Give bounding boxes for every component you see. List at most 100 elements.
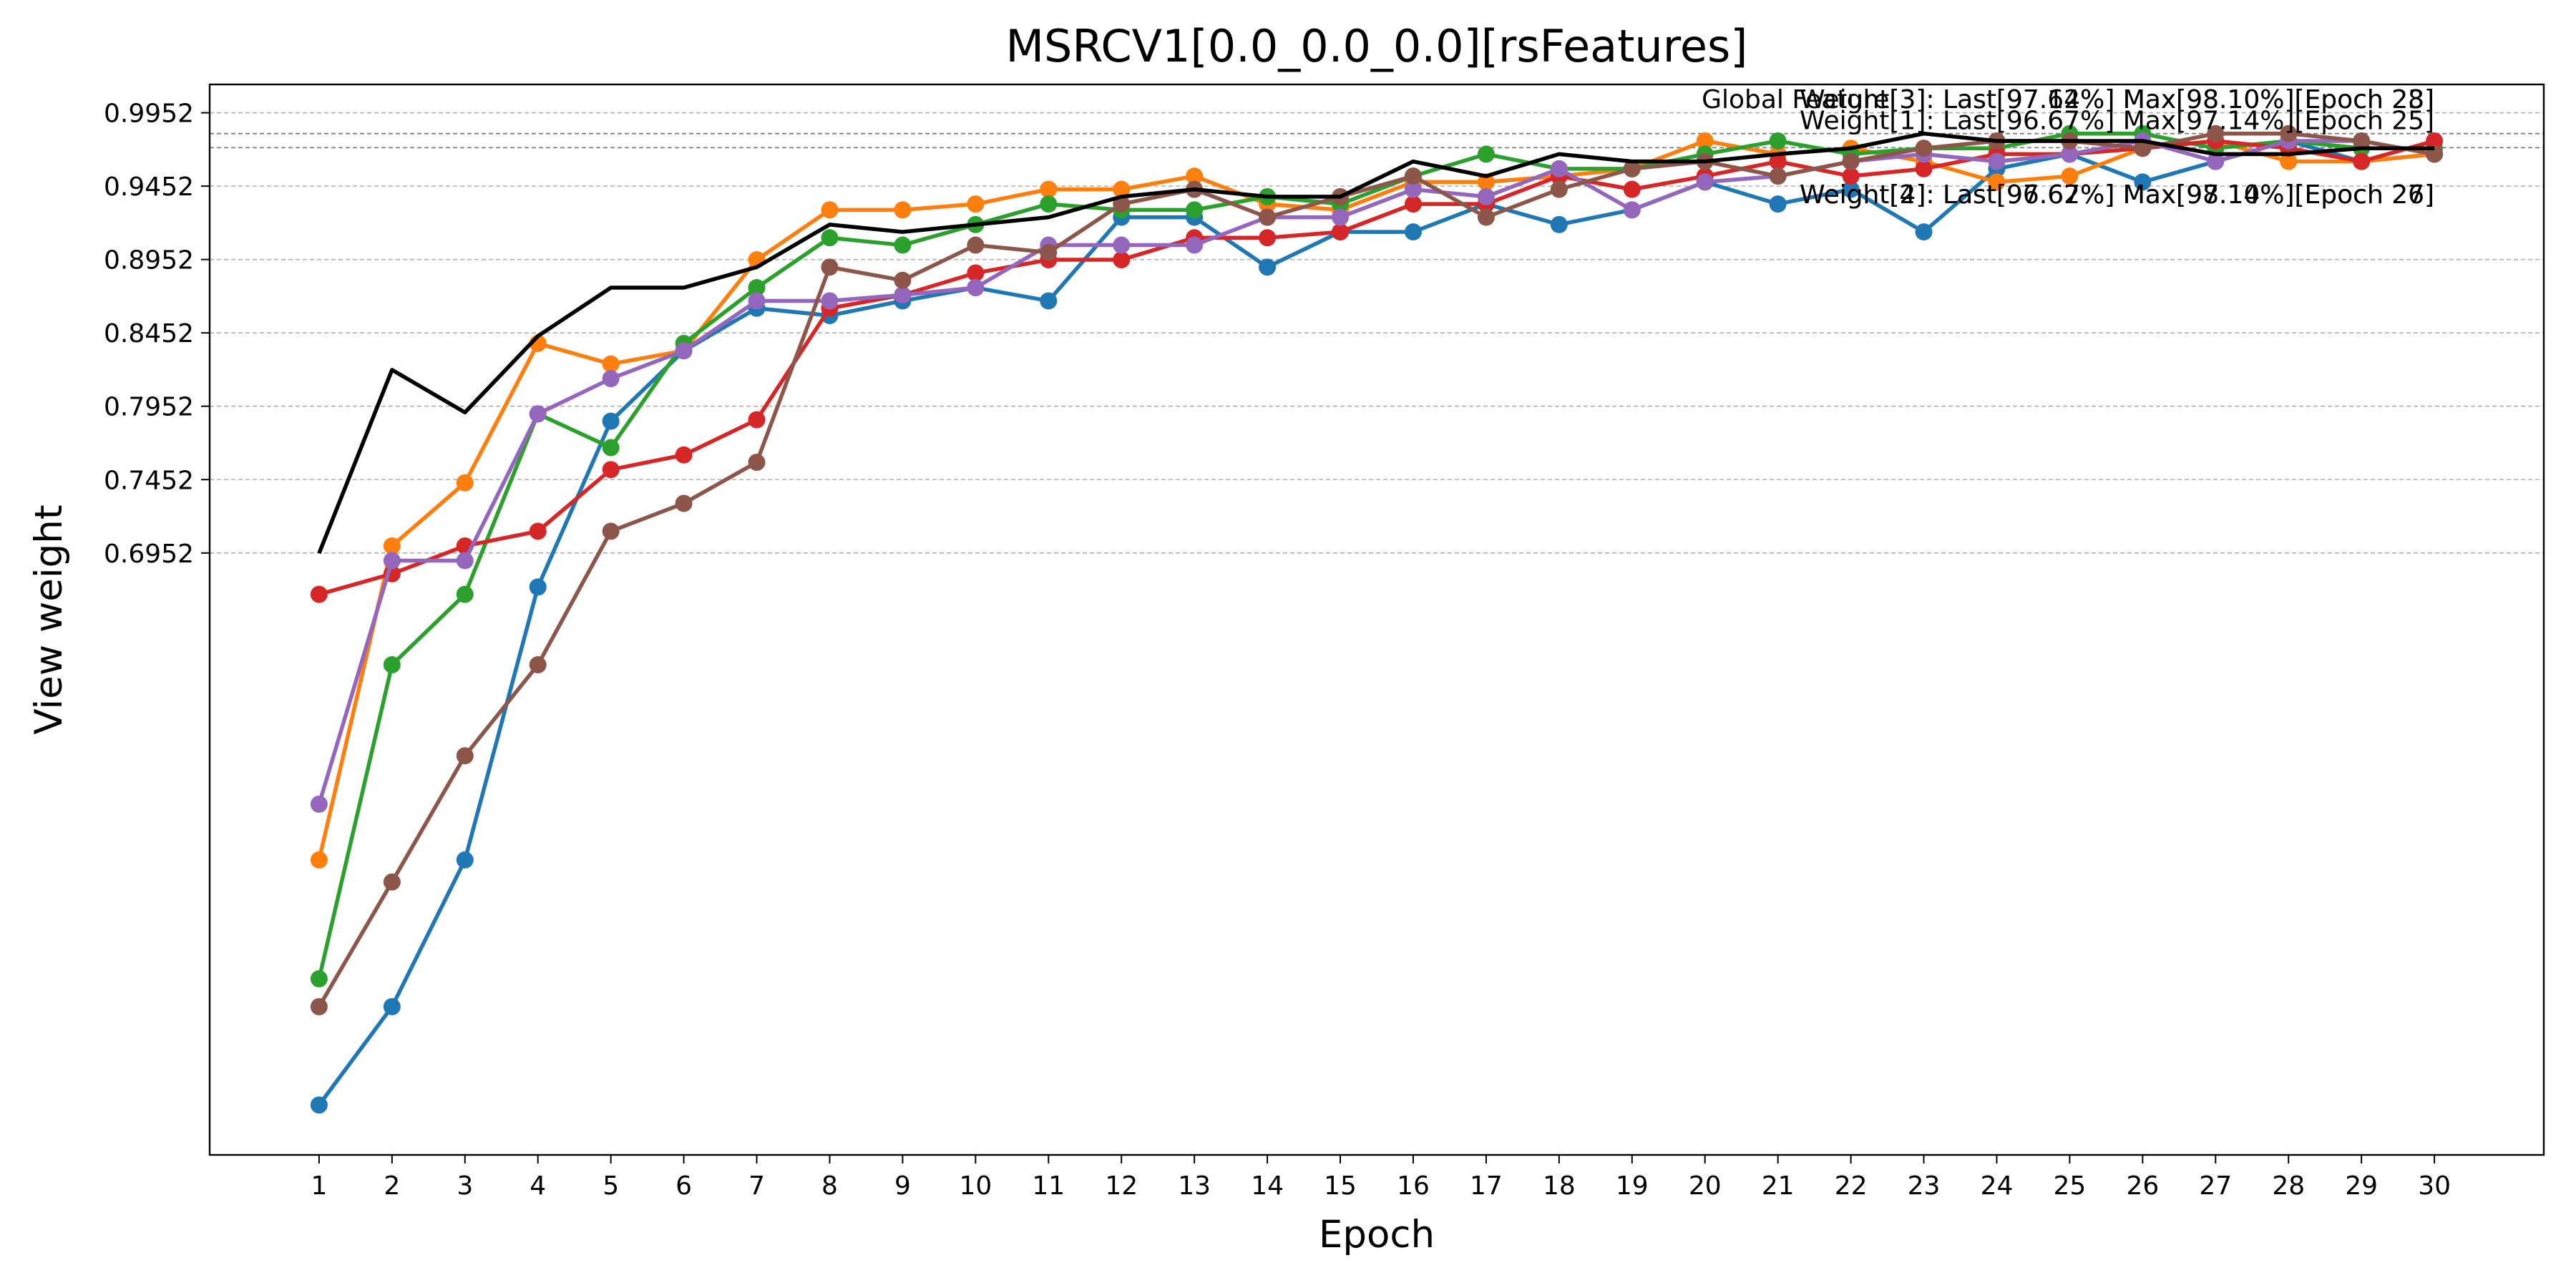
data-point — [1769, 152, 1787, 170]
data-point — [967, 279, 985, 297]
data-point — [1696, 173, 1714, 191]
data-point — [1186, 236, 1204, 254]
data-point — [310, 851, 328, 869]
data-point — [1040, 292, 1058, 310]
data-point — [2207, 125, 2225, 142]
series-2 — [310, 132, 2444, 869]
series-5 — [310, 132, 2444, 813]
chart-title: MSRCV1[0.0_0.0_0.0][rsFeatures] — [1006, 20, 1748, 72]
data-point — [602, 522, 620, 540]
x-tick-label: 21 — [1762, 1171, 1795, 1201]
x-tick-label: 6 — [675, 1171, 692, 1201]
series-line — [317, 131, 2435, 980]
data-point — [383, 552, 401, 570]
data-point — [1113, 251, 1131, 269]
x-tick-label: 16 — [1397, 1171, 1430, 1201]
data-point — [456, 585, 474, 603]
x-tick-label: 24 — [1981, 1171, 2014, 1201]
data-point — [1477, 145, 1495, 163]
x-tick-layer: 1 2 3 4 5 6 7 8 9 10 11 12 13 14 15 16 17 18 19 20 21 22 23 24 2… — [311, 1155, 2451, 1201]
data-point — [383, 537, 401, 555]
x-tick-label: 2 — [384, 1171, 400, 1201]
data-point — [1040, 180, 1058, 198]
data-point — [383, 873, 401, 891]
series-6 — [310, 125, 2444, 1015]
x-tick-label: 1 — [311, 1171, 327, 1201]
data-point — [1477, 208, 1495, 226]
data-point — [821, 292, 839, 310]
data-point — [456, 474, 474, 492]
data-point — [602, 355, 620, 373]
reference-lines — [210, 132, 2544, 149]
data-point — [1332, 223, 1350, 241]
data-point — [1623, 180, 1641, 198]
x-tick-label: 4 — [530, 1171, 546, 1201]
data-point — [821, 258, 839, 276]
data-point — [1404, 223, 1422, 241]
data-point — [2207, 152, 2225, 170]
x-tick-label: 30 — [2418, 1171, 2451, 1201]
annotation-text: Weight[2]: Last[96.67%] Max[97.14%][Epoc… — [1800, 180, 2434, 210]
data-point — [894, 286, 912, 304]
data-point — [456, 747, 474, 765]
annotation-text: Global Feature[3]: Last[97.14%] Max[98.1… — [1702, 85, 2434, 114]
x-tick-label: 13 — [1178, 1171, 1211, 1201]
data-point — [1404, 180, 1422, 198]
data-point — [529, 405, 547, 423]
data-point — [1988, 173, 2006, 191]
data-point — [748, 411, 766, 429]
data-point — [602, 412, 620, 430]
data-point — [2426, 132, 2444, 150]
x-tick-label: 20 — [1689, 1171, 1722, 1201]
x-tick-label: 26 — [2126, 1171, 2159, 1201]
data-point — [1769, 195, 1787, 213]
series-1 — [310, 132, 2444, 1114]
data-point — [1113, 180, 1131, 198]
data-point — [1915, 140, 1933, 157]
data-point — [310, 997, 328, 1015]
x-tick-label: 18 — [1543, 1171, 1576, 1201]
data-point — [1477, 173, 1495, 191]
y-axis-label: View weight — [27, 504, 71, 734]
data-point — [1915, 223, 1933, 241]
data-point — [1550, 215, 1568, 233]
data-point — [456, 851, 474, 869]
data-point — [1259, 258, 1277, 276]
data-point — [529, 522, 547, 540]
data-point — [456, 552, 474, 570]
data-point — [1404, 167, 1422, 185]
data-point — [1040, 243, 1058, 261]
data-point — [602, 461, 620, 479]
data-point — [1113, 236, 1131, 254]
data-point — [1769, 167, 1787, 185]
data-point — [1988, 152, 2006, 170]
data-point — [821, 229, 839, 247]
data-point — [1842, 167, 1860, 185]
y-tick-label: 0.7952 — [104, 393, 194, 422]
data-point — [529, 656, 547, 674]
x-tick-label: 23 — [1908, 1171, 1941, 1201]
x-tick-label: 29 — [2345, 1171, 2378, 1201]
data-point — [1623, 201, 1641, 219]
annotation-text: Weight[3]: Last[97.62%] Max[98.10%][Epoc… — [1800, 85, 2434, 114]
data-point — [1259, 229, 1277, 247]
x-tick-label: 11 — [1032, 1171, 1065, 1201]
x-tick-label: 28 — [2272, 1171, 2305, 1201]
data-point — [602, 370, 620, 388]
data-point — [675, 494, 693, 512]
data-point — [748, 292, 766, 310]
series-line — [317, 139, 2435, 1106]
data-point — [2061, 167, 2079, 185]
data-point — [1842, 152, 1860, 170]
annotation-text: Weight[1]: Last[96.67%] Max[97.14%][Epoc… — [1800, 107, 2434, 136]
series-3 — [310, 125, 2444, 987]
x-axis-label: Epoch — [1319, 1213, 1435, 1257]
y-tick-label: 0.6952 — [104, 540, 194, 569]
annotation-layer: Global Feature[3]: Last[97.14%] Max[98.1… — [1702, 85, 2434, 210]
data-point — [748, 279, 766, 297]
data-point — [1696, 132, 1714, 150]
data-point — [1186, 201, 1204, 219]
x-tick-label: 15 — [1324, 1171, 1357, 1201]
data-point — [967, 195, 985, 213]
x-tick-label: 12 — [1105, 1171, 1138, 1201]
